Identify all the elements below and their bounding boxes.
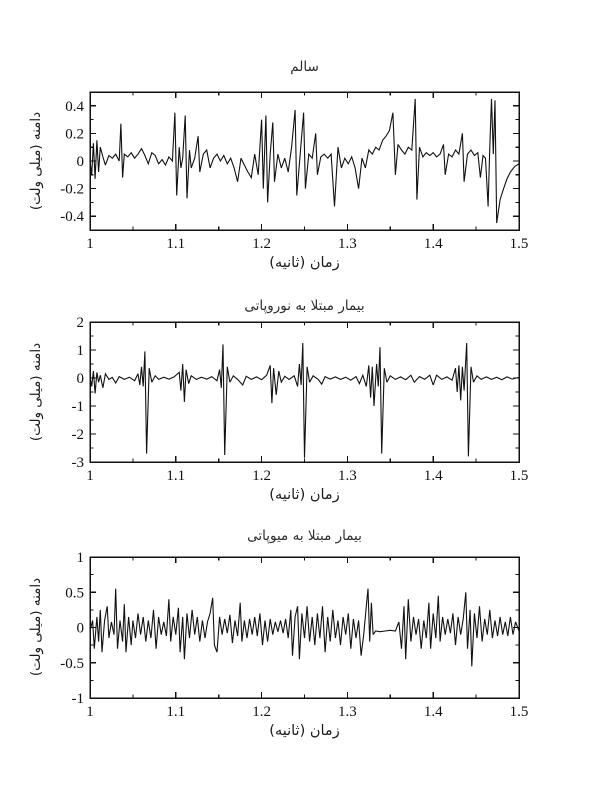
x-tick-label: 1.2 xyxy=(252,468,271,484)
x-tick-label: 1.4 xyxy=(424,468,443,484)
plot-neuropathy-title: بیمار مبتلا به نوروپاتی xyxy=(244,298,365,314)
y-tick-label: -0.5 xyxy=(60,656,84,672)
y-tick-label: 0 xyxy=(77,621,85,637)
x-tick-label: 1 xyxy=(86,236,94,252)
x-tick-label: 1.2 xyxy=(252,236,271,252)
x-tick-label: 1 xyxy=(86,468,94,484)
plot-myopathy-xlabel: زمان (ثانیه) xyxy=(269,723,340,739)
y-tick-label: 1 xyxy=(77,550,85,566)
y-tick-label: -1 xyxy=(72,399,85,415)
y-tick-label: 0 xyxy=(77,371,85,387)
y-tick-label: -3 xyxy=(72,455,85,471)
signal-trace xyxy=(89,588,520,667)
x-tick-label: 1.5 xyxy=(510,236,529,252)
healthy-emg-chart: 1 1.1 1.2 1.3 1.4 1.5 -0.4 -0.2 0 0.2 0.4 xyxy=(60,91,529,252)
x-tick-label: 1.3 xyxy=(338,236,357,252)
y-tick-label: -1 xyxy=(72,691,85,707)
plot-healthy-xlabel: زمان (ثانیه) xyxy=(269,255,340,271)
x-tick-label: 1.5 xyxy=(510,704,529,720)
y-tick-label: 0.4 xyxy=(65,99,84,115)
y-tick-label: 2 xyxy=(77,315,85,331)
y-tick-label: -2 xyxy=(72,427,85,443)
x-tick-label: 1.3 xyxy=(338,468,357,484)
plot-neuropathy-xlabel: زمان (ثانیه) xyxy=(269,487,340,503)
myopathy-emg-chart: 1 1.1 1.2 1.3 1.4 1.5 -1 -0.5 0 0.5 1 xyxy=(60,550,529,720)
plot-healthy-title: سالم xyxy=(290,59,319,75)
plot-myopathy-title: بیمار مبتلا به میوپاتی xyxy=(247,528,362,544)
y-tick-label: 1 xyxy=(77,343,85,359)
signal-trace xyxy=(89,342,520,458)
y-tick-label: -0.2 xyxy=(60,182,84,198)
x-tick-label: 1.4 xyxy=(424,236,443,252)
signal-trace xyxy=(89,98,520,224)
x-tick-label: 1.5 xyxy=(510,468,529,484)
x-tick-label: 1.1 xyxy=(166,236,185,252)
y-tick-label: 0.2 xyxy=(65,126,84,142)
x-tick-label: 1.4 xyxy=(424,704,443,720)
x-tick-label: 1.3 xyxy=(338,704,357,720)
x-tick-label: 1 xyxy=(86,704,94,720)
x-tick-label: 1.1 xyxy=(166,704,185,720)
y-tick-label: 0 xyxy=(77,154,85,170)
y-tick-label: 0.5 xyxy=(65,585,84,601)
y-tick-label: -0.4 xyxy=(60,209,84,225)
x-tick-label: 1.1 xyxy=(166,468,185,484)
x-tick-label: 1.2 xyxy=(252,704,271,720)
neuropathy-emg-chart: 1 1.1 1.2 1.3 1.4 1.5 -3 -2 -1 0 1 2 xyxy=(72,315,529,484)
